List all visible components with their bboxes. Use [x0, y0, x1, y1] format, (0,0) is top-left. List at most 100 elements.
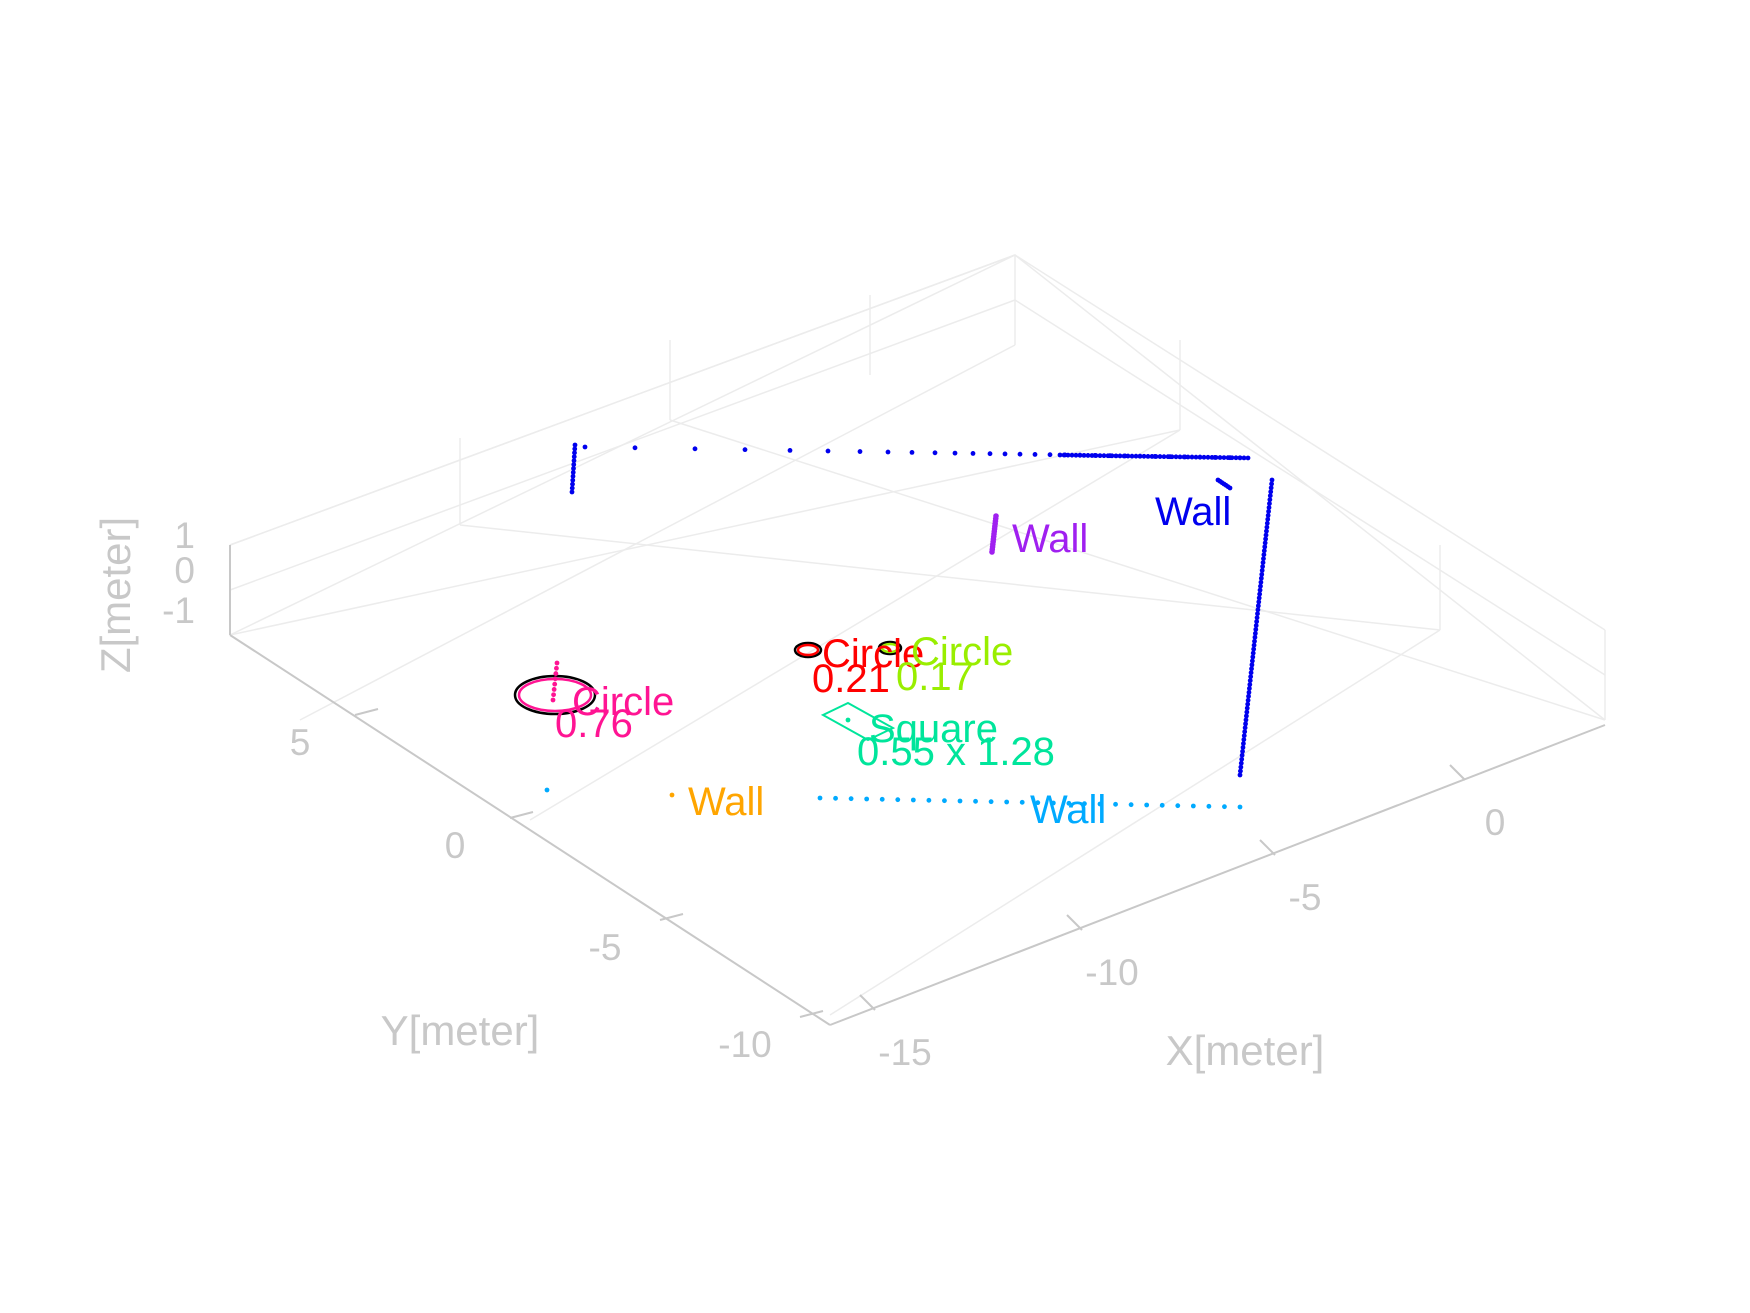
wall-point — [1173, 454, 1179, 460]
wall-point — [1267, 493, 1273, 499]
wall-point — [569, 489, 575, 495]
wall-point — [692, 446, 698, 452]
wall-point — [895, 797, 901, 803]
wall-point — [1243, 721, 1248, 727]
object-label: Circle — [572, 680, 674, 724]
wall-point — [1240, 745, 1246, 750]
wall-point — [1250, 650, 1256, 656]
wall-point — [1252, 638, 1257, 644]
wall-point — [1238, 764, 1244, 770]
wall-point — [1065, 452, 1071, 458]
wall-point — [1246, 693, 1251, 699]
wall-point — [1261, 552, 1267, 558]
wall-point — [1233, 455, 1239, 461]
object-label: Circle — [911, 630, 1013, 674]
wall-point — [1255, 611, 1260, 617]
wall-point — [571, 454, 577, 460]
wall-point — [1221, 455, 1227, 460]
wall-point — [1262, 540, 1268, 546]
wall-point — [1267, 501, 1272, 506]
wall-point — [1133, 453, 1139, 459]
wall-point — [1263, 536, 1268, 542]
x-tick-mark — [1449, 764, 1466, 781]
x-tick-mark — [859, 994, 876, 1011]
wall-point — [1129, 453, 1135, 459]
wall-point — [1144, 802, 1150, 808]
wall-point — [669, 792, 675, 798]
wall-point — [1081, 452, 1087, 458]
wall-point — [582, 444, 588, 450]
wall-point — [1241, 741, 1246, 746]
wall-point — [1149, 454, 1155, 459]
wall-point — [1019, 799, 1025, 805]
wall-point — [1269, 481, 1274, 487]
wall-point — [932, 450, 938, 456]
wall-point — [1222, 804, 1227, 810]
wall-point — [1248, 670, 1254, 676]
y-tick-label: 5 — [290, 722, 311, 763]
wall-point — [1260, 560, 1266, 565]
wall-point — [1258, 583, 1263, 589]
wall-point — [1066, 800, 1072, 806]
wall-point — [1269, 477, 1275, 483]
x-tick-mark — [1259, 839, 1276, 856]
wall-point — [1190, 803, 1196, 809]
wall-point — [571, 462, 577, 467]
wall-point — [1241, 455, 1247, 461]
wall-point — [572, 450, 577, 456]
wall-point — [957, 798, 963, 804]
wall-point — [1254, 615, 1260, 621]
wall-point — [1256, 599, 1262, 605]
wall-point — [1193, 454, 1199, 460]
wall-point — [1206, 803, 1212, 809]
wall-point — [1069, 452, 1075, 458]
wall-point — [1121, 453, 1127, 459]
wall-point — [632, 445, 638, 451]
wall-point — [1241, 737, 1247, 742]
wall-point — [1017, 451, 1023, 457]
wall-point — [1237, 455, 1243, 461]
wall-point — [1252, 631, 1258, 636]
wall-point — [1267, 497, 1273, 503]
axes — [229, 545, 1606, 1026]
wall-point — [1256, 595, 1262, 601]
y-tick-mark — [509, 811, 534, 819]
wall-point — [1249, 662, 1255, 668]
wall-point — [1253, 623, 1259, 628]
wall-point — [1258, 579, 1264, 585]
wall-point — [1073, 452, 1079, 458]
wall-point — [1266, 509, 1271, 514]
wall-point — [1217, 455, 1223, 460]
wall-point — [1251, 646, 1257, 652]
z-tick-label: 0 — [174, 550, 195, 591]
wall-point — [572, 442, 578, 448]
wall-point — [1252, 634, 1258, 640]
wall-point — [1246, 686, 1252, 691]
wall-point — [1245, 701, 1251, 707]
circle-outline — [793, 641, 823, 659]
x-tick-label: -5 — [1289, 877, 1322, 918]
y-tick-label: 0 — [445, 825, 466, 866]
wall-point — [1245, 697, 1251, 703]
wall-point — [1264, 520, 1270, 526]
wall-point — [1205, 454, 1211, 460]
wall-point — [572, 446, 578, 452]
wall-point — [1177, 454, 1183, 460]
y-tick-mark — [799, 1010, 824, 1018]
wall-point — [1237, 804, 1243, 810]
wall-point — [1101, 453, 1107, 459]
wall-point — [1239, 752, 1245, 758]
circle-point — [551, 692, 556, 698]
wall-point — [1097, 453, 1103, 459]
wall-point — [1082, 801, 1087, 807]
wall-point — [1260, 564, 1266, 569]
circle-point — [552, 676, 558, 682]
wall-point — [1259, 572, 1265, 577]
wall-point — [1061, 452, 1067, 458]
wall-point — [1262, 544, 1268, 550]
wall-point — [879, 796, 885, 802]
wall-point — [1268, 489, 1274, 495]
y-tick-label: -5 — [589, 927, 622, 968]
circle-point — [554, 665, 559, 671]
circle-point — [550, 697, 556, 703]
